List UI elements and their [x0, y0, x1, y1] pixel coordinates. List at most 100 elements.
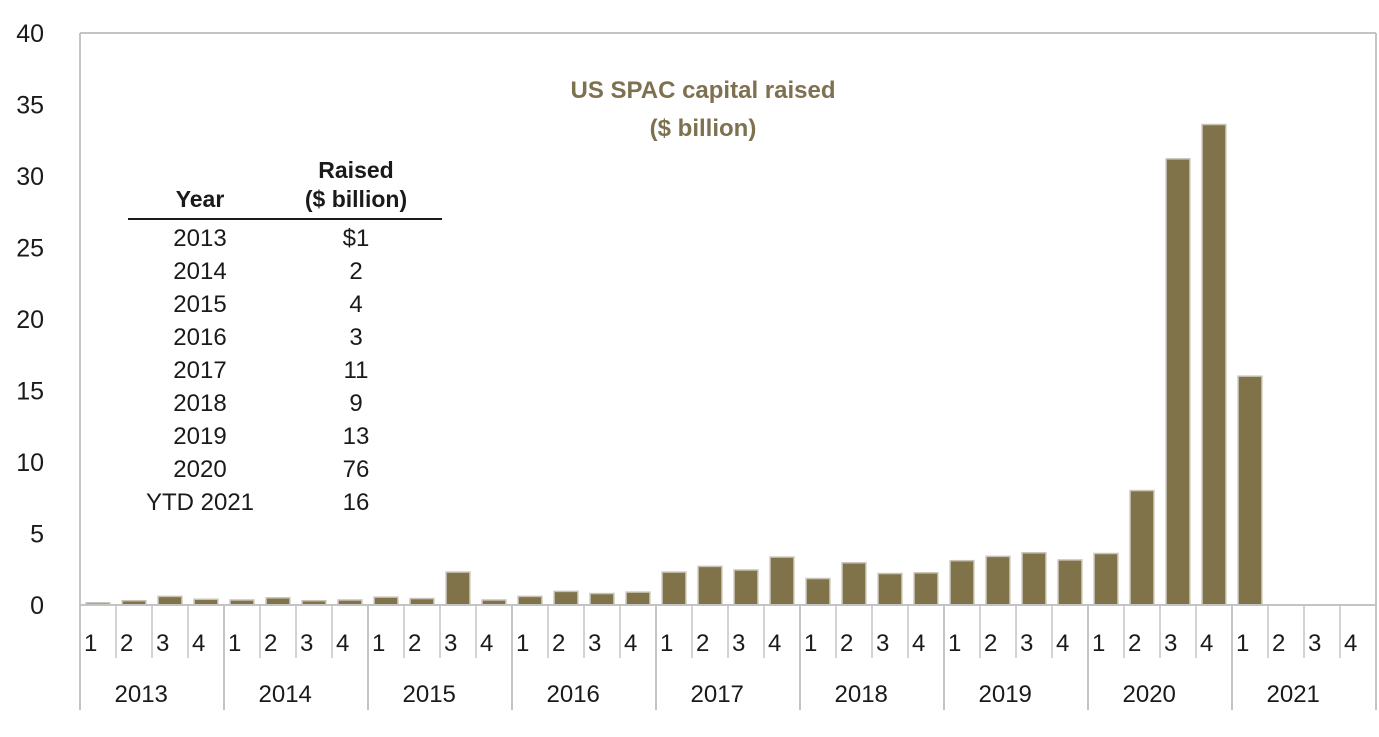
- bar-2019-q3: [1021, 552, 1047, 606]
- quarter-tick-label: 1: [1092, 630, 1105, 657]
- bar-2021-q1: [1237, 375, 1263, 606]
- quarter-tick-label: 1: [1236, 630, 1249, 657]
- bar-2020-q2: [1129, 489, 1155, 606]
- quarter-tick-label: 4: [336, 630, 349, 657]
- bar-2019-q4: [1057, 559, 1083, 606]
- bar-2017-q1: [661, 571, 687, 606]
- quarter-tick-label: 1: [228, 630, 241, 657]
- year-tick-label: 2020: [1123, 681, 1176, 708]
- quarter-tick-label: 2: [552, 630, 565, 657]
- quarter-tick-label: 3: [156, 630, 169, 657]
- bar-2017-q2: [697, 565, 723, 606]
- year-tick-label: 2021: [1267, 681, 1320, 708]
- table-cell-year: 2018: [173, 390, 226, 417]
- chart-title: US SPAC capital raised ($ billion): [571, 77, 836, 142]
- quarter-tick-label: 4: [480, 630, 493, 657]
- quarter-tick-label: 2: [696, 630, 709, 657]
- table-cell-year: YTD 2021: [146, 489, 254, 516]
- year-tick-label: 2018: [835, 681, 888, 708]
- table-rows: 2013 $1 2014 2 2015 4 2016 3 2017 11 2018 9 2019 13 20…: [146, 225, 369, 516]
- year-tick-label: 2017: [691, 681, 744, 708]
- y-tick-label: 0: [30, 592, 44, 620]
- bar-2017-q4: [769, 556, 795, 606]
- y-tick-label: 15: [16, 378, 44, 406]
- quarter-tick-label: 1: [660, 630, 673, 657]
- bar-2018-q2: [841, 562, 867, 606]
- bar-2014-q2: [265, 597, 291, 606]
- table-cell-year: 2016: [173, 324, 226, 351]
- bar-2020-q4: [1201, 123, 1227, 606]
- table-cell-year: 2015: [173, 291, 226, 318]
- quarter-tick-label: 2: [120, 630, 133, 657]
- year-tick-label: 2013: [115, 681, 168, 708]
- y-tick-label: 30: [16, 163, 44, 191]
- quarter-tick-label: 4: [768, 630, 781, 657]
- y-tick-label: 5: [30, 521, 44, 549]
- quarter-tick-label: 3: [588, 630, 601, 657]
- quarter-tick-label: 2: [408, 630, 421, 657]
- bar-2015-q1: [373, 596, 399, 606]
- table-cell-raised: 76: [343, 456, 370, 483]
- annotation-table: Raised Year ($ billion) 2013 $1 2014 2 2015 4…: [128, 157, 442, 516]
- quarter-tick-label: 4: [192, 630, 205, 657]
- bar-2020-q1: [1093, 552, 1119, 606]
- bars: [85, 123, 1263, 606]
- table-cell-year: 2013: [173, 225, 226, 252]
- bar-2016-q1: [517, 595, 543, 606]
- y-tick-label: 10: [16, 449, 44, 477]
- table-cell-year: 2017: [173, 357, 226, 384]
- table-header-raised-line1: Raised: [318, 157, 393, 183]
- table-cell-raised: 13: [343, 423, 370, 450]
- table-cell-year: 2014: [173, 258, 226, 285]
- quarter-tick-label: 3: [444, 630, 457, 657]
- quarter-tick-label: 1: [948, 630, 961, 657]
- y-tick-label: 40: [16, 20, 44, 48]
- quarter-tick-label: 2: [264, 630, 277, 657]
- table-cell-raised: 16: [343, 489, 370, 516]
- chart-title-line1: US SPAC capital raised: [571, 77, 836, 104]
- x-axis: 1 2 3 4 1 2 3 4 1 2 3 4 1 2 3 4 1 2 3 4 1 2 3 4 1 2 3 4 1 2 3 4 1 2 3 42013…: [79, 604, 1377, 710]
- quarter-tick-label: 3: [1020, 630, 1033, 657]
- table-header-raised-line2: ($ billion): [305, 186, 407, 212]
- table-cell-year: 2019: [173, 423, 226, 450]
- quarter-tick-label: 2: [984, 630, 997, 657]
- table-header-year: Year: [176, 186, 225, 212]
- year-tick-label: 2015: [403, 681, 456, 708]
- quarter-tick-label: 4: [624, 630, 637, 657]
- quarter-tick-label: 4: [1200, 630, 1213, 657]
- quarter-tick-label: 1: [372, 630, 385, 657]
- quarter-tick-label: 4: [1056, 630, 1069, 657]
- table-cell-raised: 3: [349, 324, 362, 351]
- year-tick-label: 2014: [259, 681, 312, 708]
- bar-2015-q3: [445, 571, 471, 606]
- bar-2019-q2: [985, 555, 1011, 606]
- y-tick-label: 25: [16, 235, 44, 263]
- table-cell-raised: 9: [349, 390, 362, 417]
- table-cell-raised: $1: [343, 225, 370, 252]
- bar-2016-q3: [589, 592, 615, 606]
- y-tick-label: 35: [16, 92, 44, 120]
- bar-2018-q3: [877, 572, 903, 606]
- bar-2020-q3: [1165, 158, 1191, 606]
- bar-2016-q4: [625, 591, 651, 606]
- quarter-tick-label: 3: [732, 630, 745, 657]
- chart-title-line2: ($ billion): [650, 115, 757, 142]
- quarter-tick-label: 1: [84, 630, 97, 657]
- table-cell-raised: 4: [349, 291, 362, 318]
- bar-2016-q2: [553, 590, 579, 606]
- quarter-tick-label: 2: [840, 630, 853, 657]
- bar-2017-q3: [733, 569, 759, 606]
- quarter-tick-label: 3: [1308, 630, 1321, 657]
- y-tick-label: 20: [16, 306, 44, 334]
- y-axis: 0 5 10 15 20 25 30 35 40: [16, 20, 44, 620]
- table-cell-raised: 11: [344, 357, 369, 384]
- quarter-tick-label: 4: [912, 630, 925, 657]
- bar-2018-q4: [913, 572, 939, 606]
- bar-2018-q1: [805, 577, 831, 606]
- quarter-tick-label: 3: [1164, 630, 1177, 657]
- table-cell-year: 2020: [173, 456, 226, 483]
- quarter-tick-label: 2: [1272, 630, 1285, 657]
- table-cell-raised: 2: [349, 258, 362, 285]
- year-tick-label: 2016: [547, 681, 600, 708]
